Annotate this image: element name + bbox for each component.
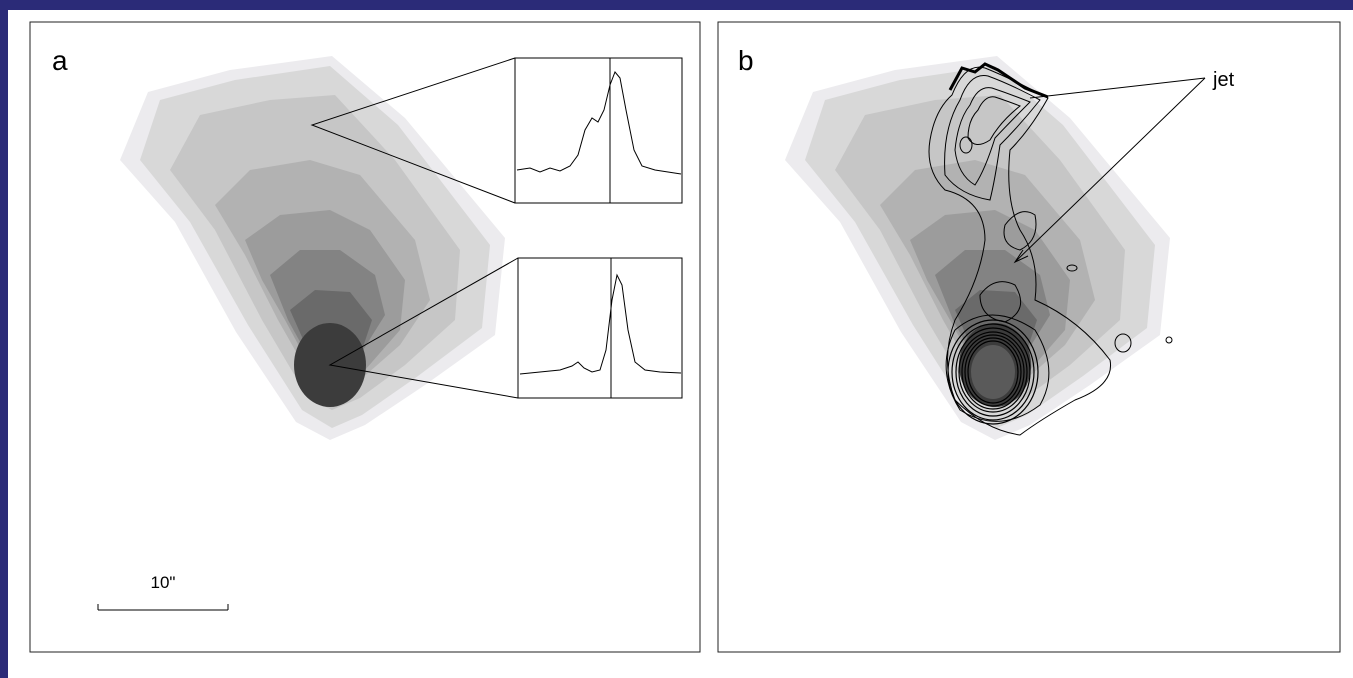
core-contours — [947, 319, 1039, 425]
panel-label: b — [738, 45, 754, 76]
jet-edge — [948, 62, 1049, 99]
inset-connectors — [310, 57, 519, 399]
spectrum-inset — [517, 257, 683, 399]
panel-border — [29, 21, 701, 653]
scale-label: 10" — [151, 573, 176, 592]
panel-label: a — [52, 45, 68, 76]
spectrum — [519, 273, 682, 375]
panel-border — [717, 21, 1341, 653]
intensity-map — [120, 56, 505, 440]
core — [971, 345, 1015, 399]
annotation-arrows — [1013, 77, 1206, 264]
spectrum-inset — [514, 57, 683, 204]
annotation: jet — [1212, 69, 1235, 91]
spectrum — [516, 71, 682, 175]
